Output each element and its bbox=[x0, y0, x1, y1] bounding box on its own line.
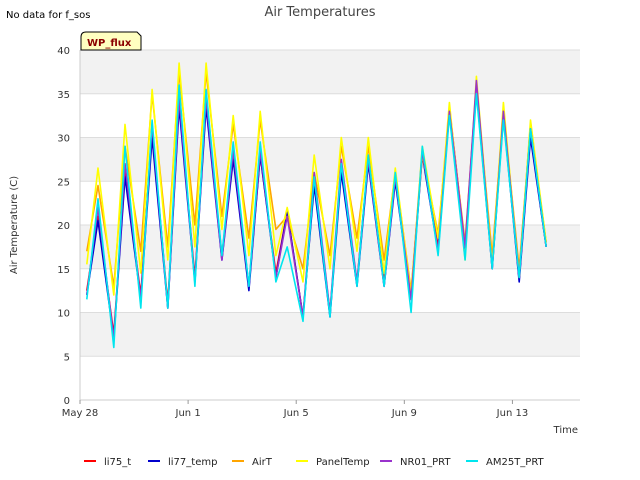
y-tick-label: 10 bbox=[57, 309, 70, 320]
legend-label: PanelTemp bbox=[316, 457, 370, 468]
legend-item-nr01-prt[interactable]: NR01_PRT bbox=[380, 457, 451, 468]
series-line-am25t-prt bbox=[86, 84, 547, 349]
legend-item-am25t-prt[interactable]: AM25T_PRT bbox=[466, 457, 545, 468]
legend-item-li77-temp[interactable]: li77_temp bbox=[148, 457, 217, 468]
x-tick-label: Jun 9 bbox=[391, 408, 417, 419]
chart-title: Air Temperatures bbox=[264, 5, 375, 20]
y-tick-label: 15 bbox=[57, 265, 70, 276]
y-tick-label: 30 bbox=[57, 134, 70, 145]
legend-label: NR01_PRT bbox=[400, 457, 451, 468]
y-tick-label: 0 bbox=[64, 396, 70, 407]
legend-item-paneltemp[interactable]: PanelTemp bbox=[296, 457, 370, 468]
y-tick-label: 5 bbox=[64, 352, 70, 363]
plot-band bbox=[80, 50, 580, 94]
plot-band bbox=[80, 137, 580, 182]
x-axis-ticks: May 28 Jun 1 Jun 5 Jun 9 Jun 13 bbox=[62, 400, 528, 419]
plot-band bbox=[80, 181, 580, 225]
x-tick-label: May 28 bbox=[62, 408, 99, 419]
legend-label: AirT bbox=[252, 457, 273, 468]
axes bbox=[79, 50, 580, 401]
y-axis-title: Air Temperature (C) bbox=[9, 176, 20, 274]
plot-band bbox=[80, 356, 580, 400]
x-tick-label: Jun 13 bbox=[496, 408, 529, 419]
badge-shape bbox=[80, 31, 142, 51]
no-data-note: No data for f_sos bbox=[6, 10, 90, 21]
y-tick-label: 25 bbox=[57, 177, 70, 188]
legend-item-li75-t[interactable]: li75_t bbox=[84, 457, 131, 468]
wp-flux-badge[interactable]: WP_flux bbox=[80, 31, 142, 51]
x-tick-label: Jun 1 bbox=[175, 408, 201, 419]
plot-band bbox=[80, 312, 580, 357]
legend-label: AM25T_PRT bbox=[486, 457, 545, 468]
y-axis-ticks: 0 5 10 15 20 25 30 35 40 bbox=[57, 46, 70, 407]
x-tick-label: Jun 5 bbox=[283, 408, 309, 419]
legend: li75_t li77_temp AirT PanelTemp NR01_PRT AM25… bbox=[84, 457, 545, 468]
legend-label: li77_temp bbox=[168, 457, 217, 468]
y-tick-label: 20 bbox=[57, 221, 70, 232]
legend-label: li75_t bbox=[104, 457, 131, 468]
legend-item-airt[interactable]: AirT bbox=[232, 457, 273, 468]
y-tick-label: 35 bbox=[57, 90, 70, 101]
y-tick-label: 40 bbox=[57, 46, 70, 57]
plot-band bbox=[80, 93, 580, 138]
badge-label: WP_flux bbox=[87, 38, 132, 49]
x-axis-title: Time bbox=[553, 425, 578, 436]
series-layer bbox=[86, 62, 547, 349]
